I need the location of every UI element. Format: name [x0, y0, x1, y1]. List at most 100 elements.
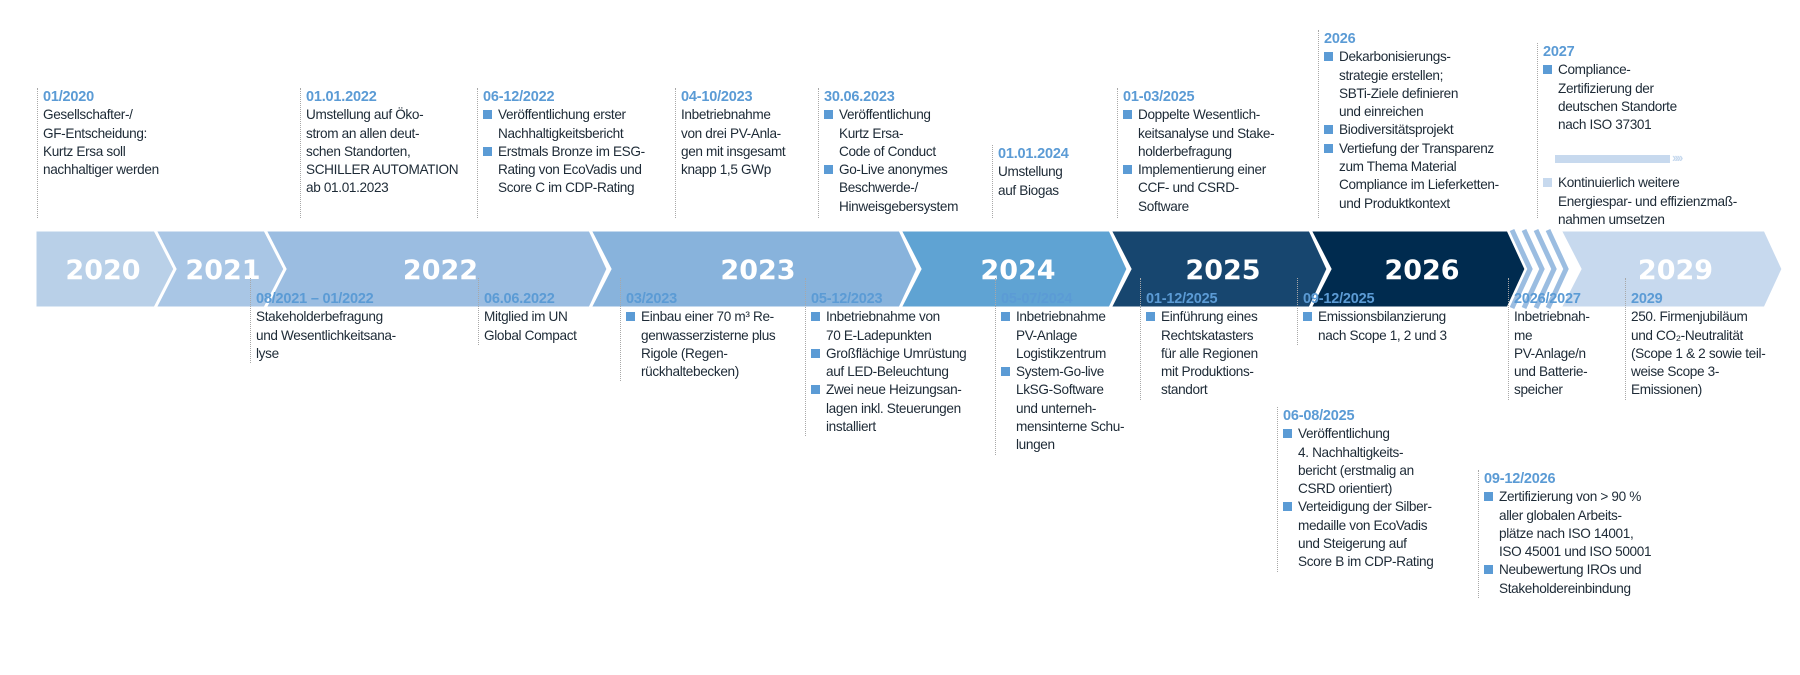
- year-label: 2020: [65, 255, 140, 286]
- event-text: ab 01.01.2023: [306, 180, 389, 196]
- event-date: 09-12/2025: [1303, 291, 1375, 307]
- event-date: 2029: [1631, 291, 1663, 307]
- event-bullet: Veröffentlichung Kurtz Ersa- Code of Condu…: [824, 106, 958, 161]
- event-text: SBTi-Ziele definieren: [1339, 85, 1459, 101]
- event-text: deutschen Standorte: [1558, 98, 1677, 114]
- event-text: CCF- und CSRD-: [1138, 180, 1239, 196]
- event-text: strategie erstellen;: [1339, 67, 1444, 83]
- continuous-arrows: ››››: [1672, 150, 1683, 165]
- gap-stripe: [1533, 228, 1557, 310]
- event-bullet: Doppelte Wesentlich-keitsanalyse und Sta…: [1123, 106, 1275, 161]
- square-bullet-icon: [824, 110, 833, 120]
- event-text: Logistikzentrum: [1016, 345, 1106, 361]
- event-date: 2027: [1543, 44, 1575, 60]
- event-text: Kurtz Ersa-: [839, 125, 904, 141]
- event-text: standort: [1161, 382, 1208, 398]
- event-text: installiert: [826, 419, 876, 435]
- event-bullet: Emissionsbilanzierung nach Scope 1, 2 und…: [1303, 308, 1447, 345]
- event-text: mit Produktions-: [1161, 364, 1254, 380]
- event-text: ISO 45001 und ISO 50001: [1499, 544, 1652, 560]
- timeline-event: 01-12/2025 Einführung eines Rechtskataster…: [1140, 278, 1258, 400]
- event-text: Biodiversitätsprojekt: [1339, 122, 1454, 138]
- event-text: für alle Regionen: [1161, 345, 1258, 361]
- event-text: lungen: [1016, 437, 1055, 453]
- square-bullet-icon: [1543, 65, 1552, 75]
- square-bullet-icon: [1283, 502, 1292, 512]
- event-text: Nachhaltigkeitsbericht: [498, 125, 624, 141]
- event-text: Score B im CDP-Rating: [1298, 554, 1434, 570]
- event-text: von drei PV-Anla-: [681, 125, 781, 141]
- square-bullet-icon: [1123, 110, 1132, 120]
- year-label: 2024: [980, 255, 1055, 286]
- event-text: Emissionen): [1631, 382, 1702, 398]
- event-bullet: Neubewertung IROs und Stakeholdereinbindu…: [1484, 561, 1651, 598]
- event-text: Beschwerde-/: [839, 180, 918, 196]
- event-text: System-Go-live: [1016, 364, 1105, 380]
- event-bullet: Biodiversitätsprojekt: [1324, 121, 1499, 139]
- year-label: 2021: [185, 255, 260, 286]
- event-bullet: Compliance- Zertifizierung der deutschen S…: [1543, 61, 1737, 134]
- event-text: Rating von EcoVadis und: [498, 162, 642, 178]
- timeline-event: 2026/2027 Inbetriebnah-me PV-Anlage/n und B…: [1508, 278, 1590, 400]
- gap-stripe: [1521, 228, 1545, 310]
- event-date: 2026: [1324, 31, 1356, 47]
- event-text: Hinweisgebersystem: [839, 198, 959, 214]
- square-bullet-icon: [811, 312, 820, 322]
- event-text: und CO₂-Neutralität: [1631, 327, 1743, 343]
- event-date: 30.06.2023: [824, 89, 895, 105]
- event-bullet: Implementierung einer CCF- und CSRD- Soft…: [1123, 161, 1274, 216]
- event-bullet: Vertiefung der Transparenz zum Thema Mate…: [1324, 140, 1499, 213]
- event-text: Emissionsbilanzierung: [1318, 309, 1446, 325]
- event-date: 09-12/2026: [1484, 471, 1556, 487]
- event-text: keitsanalyse und Stake-: [1138, 125, 1275, 141]
- event-text: LkSG-Software: [1016, 382, 1104, 398]
- event-date: 01/2020: [43, 89, 95, 105]
- square-bullet-icon: [483, 110, 492, 120]
- event-text: und Produktkontext: [1339, 195, 1450, 211]
- event-text: medaille von EcoVadis: [1298, 517, 1428, 533]
- event-text: me: [1514, 327, 1533, 343]
- event-text: Großflächige Umrüstung: [826, 345, 967, 361]
- event-bullet: Go-Live anonymes Beschwerde-/ Hinweisgeber…: [824, 161, 958, 216]
- timeline-event: 09-12/2026 Zertifizierung von > 90 % aller…: [1478, 470, 1652, 599]
- event-text: gen mit insgesamt: [681, 143, 786, 159]
- event-text: bericht (erstmalig an: [1298, 462, 1414, 478]
- event-text: zum Thema Material: [1339, 159, 1457, 175]
- square-bullet-icon: [1146, 312, 1155, 322]
- event-text: Energiespar- und effizienzmaß-: [1558, 193, 1737, 209]
- square-bullet-icon: [1324, 52, 1333, 62]
- event-text: knapp 1,5 GWp: [681, 162, 771, 178]
- event-bullet: Einführung eines Rechtskatasters für alle …: [1146, 308, 1258, 399]
- event-text: auf Biogas: [998, 182, 1059, 198]
- event-text: Compliance-: [1558, 62, 1631, 78]
- event-date: 05-12/2023: [811, 291, 883, 307]
- event-text: Inbetriebnahme von: [826, 309, 940, 325]
- event-bullet: Zwei neue Heizungsan-lagen inkl. Steueru…: [811, 381, 966, 436]
- event-date: 06-08/2025: [1283, 408, 1355, 424]
- event-bullet: Erstmals Bronze im ESG- Rating von EcoVad…: [483, 143, 645, 198]
- event-text: Compliance im Lieferketten-: [1339, 177, 1499, 193]
- event-bullet: Einbau einer 70 m³ Re-genwasserzisterne …: [626, 308, 776, 381]
- event-bullet: Veröffentlichung 4. Nachhaltigkeits-beric…: [1283, 425, 1433, 498]
- event-text: Verteidigung der Silber-: [1298, 499, 1432, 515]
- event-text: 70 E-Ladepunkten: [826, 327, 932, 343]
- event-date: 06-12/2022: [483, 89, 555, 105]
- event-bullet: System-Go-live LkSG-Software und unterneh-…: [1001, 363, 1125, 454]
- event-date: 06.06.2022: [484, 291, 555, 307]
- event-text: und Wesentlichkeitsana-: [256, 327, 396, 343]
- timeline-event: 30.06.2023 Veröffentlichung Kurtz Ersa- Cod…: [818, 88, 958, 218]
- timeline-event: 2027 Compliance- Zertifizierung der deutsch…: [1537, 43, 1737, 227]
- event-text: PV-Anlage/n: [1514, 345, 1586, 361]
- event-bullet: Zertifizierung von > 90 % aller globalen …: [1484, 488, 1652, 561]
- event-text: schen Standorten,: [306, 143, 411, 159]
- event-text: nach ISO 37301: [1558, 117, 1652, 133]
- event-text: Gesellschafter-/: [43, 107, 133, 123]
- square-bullet-icon: [1001, 367, 1010, 377]
- square-bullet-icon: [483, 146, 492, 156]
- event-text: Kurtz Ersa soll: [43, 143, 126, 159]
- timeline-event: 06.06.2022 Mitglied im UN Global Compact: [478, 278, 577, 345]
- event-text: 4. Nachhaltigkeits-: [1298, 444, 1404, 460]
- event-text: plätze nach ISO 14001,: [1499, 525, 1634, 541]
- continuous-progress-bar: [1555, 155, 1670, 163]
- timeline-event: 05-12/2023 Inbetriebnahme von 70 E-Ladepun…: [805, 278, 967, 437]
